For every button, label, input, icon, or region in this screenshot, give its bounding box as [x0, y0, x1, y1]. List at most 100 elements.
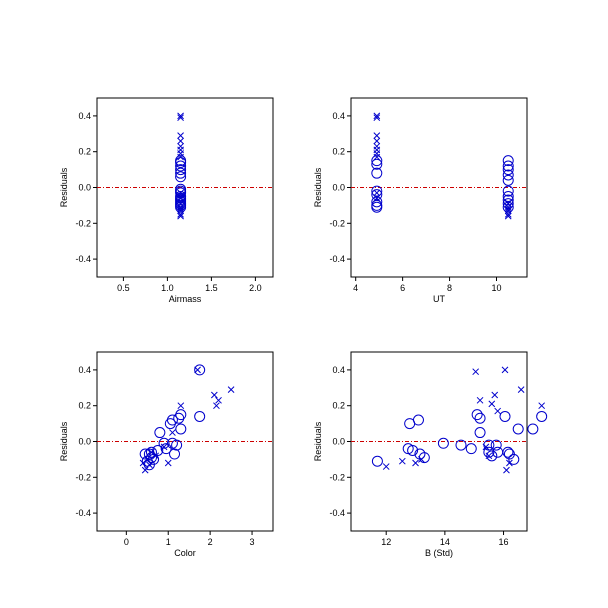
data-point-circle — [502, 164, 514, 176]
data-point-circle — [499, 410, 511, 422]
x-tick-label: 1.5 — [205, 283, 218, 293]
data-point-circle — [371, 201, 383, 213]
data-point-circle — [502, 198, 514, 210]
data-point-x — [215, 396, 222, 404]
data-point-circle — [371, 167, 383, 179]
data-point-circle — [527, 423, 539, 435]
data-point-circle — [471, 409, 483, 421]
scatter-panel-1: 0.5 1.0 1.5 2.0 -0.4 -0.2 0.0 0.2 0.4 Airmass Resi… — [59, 97, 274, 304]
y-tick-label: 0.0 — [332, 183, 345, 193]
x-tick-label: 16 — [499, 537, 509, 547]
data-point-circle — [139, 448, 151, 460]
data-point-circle — [502, 174, 514, 186]
data-point-circle — [194, 364, 206, 376]
x-tick-label: 1 — [166, 537, 171, 547]
y-tick-label: 0.4 — [332, 111, 345, 121]
data-point-circle — [508, 453, 520, 465]
y-tick-label: -0.2 — [75, 218, 91, 228]
y-tick-label: 0.0 — [332, 437, 345, 447]
data-point-circle — [437, 437, 449, 449]
data-point-x — [141, 466, 149, 474]
x-tick-label: 14 — [440, 537, 450, 547]
data-point-circle — [455, 439, 467, 451]
data-point-circle — [412, 414, 424, 426]
data-point-x — [538, 402, 546, 410]
data-point-circle — [371, 155, 383, 167]
data-point-x — [177, 112, 184, 120]
y-tick-label: 0.4 — [78, 111, 91, 121]
data-point-circle — [486, 450, 498, 462]
data-point-x — [503, 466, 510, 474]
x-tick-label: 2 — [208, 537, 213, 547]
y-tick-label: 0.0 — [78, 437, 91, 447]
y-tick-label: 0.4 — [332, 365, 345, 375]
scatter-panel-3: 0 1 2 3 -0.4 -0.2 0.0 0.2 0.4 Color Residuals — [59, 351, 274, 558]
data-point-x — [210, 391, 218, 399]
data-point-x — [373, 112, 381, 120]
data-point-x — [501, 366, 509, 374]
data-point-circle — [175, 167, 187, 179]
x-tick-label: 8 — [447, 283, 452, 293]
data-point-circle — [173, 412, 185, 424]
x-axis-label: B (Std) — [425, 548, 453, 558]
data-point-x — [472, 368, 480, 376]
data-point-x — [412, 459, 419, 467]
y-tick-label: -0.4 — [329, 254, 345, 264]
y-tick-label: 0.2 — [332, 147, 345, 157]
data-point-circle — [465, 443, 477, 455]
data-point-circle — [154, 427, 166, 439]
data-point-x — [213, 402, 220, 410]
data-point-x — [504, 212, 512, 220]
data-point-x — [177, 132, 184, 139]
x-tick-label: 1.0 — [161, 283, 174, 293]
data-point-x — [177, 137, 184, 145]
y-tick-label: -0.4 — [75, 254, 91, 264]
data-point-x — [373, 132, 381, 139]
data-point-x — [227, 386, 235, 393]
data-point-x — [177, 114, 184, 122]
y-tick-label: -0.4 — [75, 508, 91, 518]
data-point-x — [373, 114, 381, 122]
y-tick-label: 0.4 — [78, 365, 91, 375]
data-point-circle — [175, 160, 187, 172]
x-axis-label: Color — [174, 548, 196, 558]
y-tick-label: 0.2 — [78, 147, 91, 157]
data-point-circle — [158, 437, 170, 449]
data-point-x — [169, 429, 176, 436]
data-point-circle — [483, 446, 495, 458]
data-point-x — [373, 189, 381, 197]
x-tick-label: 12 — [381, 537, 391, 547]
y-tick-label: 0.0 — [78, 183, 91, 193]
data-point-circle — [502, 169, 514, 181]
y-tick-label: 0.2 — [78, 401, 91, 411]
data-point-circle — [371, 455, 383, 467]
data-point-circle — [502, 446, 514, 458]
data-point-x — [382, 463, 390, 470]
data-point-circle — [169, 448, 181, 460]
x-tick-label: 0.5 — [117, 283, 130, 293]
y-tick-label: -0.2 — [329, 218, 345, 228]
data-point-circle — [502, 194, 514, 206]
data-point-circle — [175, 164, 187, 176]
data-point-circle — [502, 201, 514, 213]
x-tick-label: 3 — [250, 537, 255, 547]
data-point-circle — [175, 201, 187, 213]
data-point-circle — [371, 196, 383, 208]
data-point-x — [504, 210, 512, 218]
data-point-x — [177, 212, 184, 220]
data-point-circle — [536, 410, 548, 422]
data-point-circle — [371, 158, 383, 170]
data-point-x — [517, 386, 525, 393]
data-point-circle — [145, 446, 157, 458]
data-point-circle — [474, 412, 486, 424]
data-point-circle — [371, 189, 383, 201]
y-tick-label: 0.2 — [332, 401, 345, 411]
data-point-circle — [141, 455, 153, 467]
data-point-circle — [175, 423, 187, 435]
data-point-x — [491, 391, 499, 399]
data-point-circle — [474, 427, 486, 439]
y-axis-label: Residuals — [313, 421, 323, 461]
data-point-circle — [166, 414, 178, 426]
data-point-circle — [512, 423, 524, 435]
